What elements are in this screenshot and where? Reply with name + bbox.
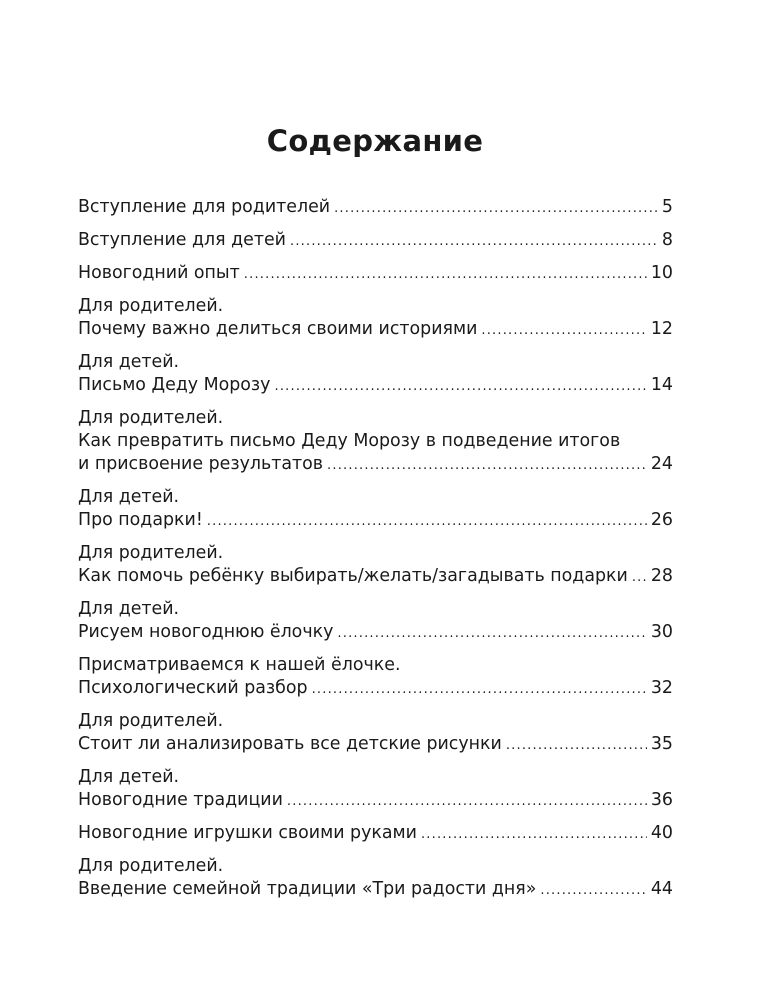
toc-entry: Вступление для родителей 5 — [78, 196, 673, 219]
leader-dots — [334, 197, 658, 220]
toc-entry-title: Для родителей. — [78, 296, 224, 316]
toc-entry-title: Для родителей. — [78, 408, 224, 428]
toc-entry: Для детей. Письмо Деду Морозу 14 — [78, 351, 673, 397]
toc-entry-title: Новогодний опыт — [78, 263, 240, 283]
toc-entry-title: Почему важно делиться своими историями — [78, 319, 478, 339]
toc-line: Вступление для детей 8 — [78, 229, 673, 252]
toc-entry-title: Психологический разбор — [78, 678, 308, 698]
toc-entry-title: Новогодние игрушки своими руками — [78, 823, 417, 843]
leader-dots — [540, 879, 647, 902]
toc-entry: Для детей. Про подарки! 26 — [78, 486, 673, 532]
page-number: 5 — [661, 197, 673, 217]
toc-line: Письмо Деду Морозу 14 — [78, 374, 673, 397]
toc-entry-title: Новогодние традиции — [78, 790, 283, 810]
toc-entry-title: Введение семейной традиции «Три радости … — [78, 879, 537, 899]
toc-line: Рисуем новогоднюю ёлочку 30 — [78, 621, 673, 644]
toc-line: Для детей. — [78, 486, 673, 509]
toc-entry: Новогодние игрушки своими руками 40 — [78, 822, 673, 845]
leader-dots — [287, 790, 647, 813]
toc-entry-title: Вступление для детей — [78, 230, 286, 250]
toc-line: Вступление для родителей 5 — [78, 196, 673, 219]
leader-dots — [337, 622, 646, 645]
toc-line: Для родителей. — [78, 710, 673, 733]
toc-entry: Вступление для детей 8 — [78, 229, 673, 252]
toc-line: Присматриваемся к нашей ёлочке. — [78, 654, 673, 677]
toc-entry: Для родителей. Введение семейной традиции… — [78, 855, 673, 901]
toc-line: Для детей. — [78, 351, 673, 374]
leader-dots — [327, 454, 647, 477]
toc-entry: Для родителей. Как превратить письмо Деду… — [78, 407, 673, 476]
leader-dots — [290, 230, 658, 253]
page-number: 44 — [650, 879, 673, 899]
toc-entry-title: Про подарки! — [78, 510, 203, 530]
toc-line: Для родителей. — [78, 407, 673, 430]
toc-entry-title: и присвоение результатов — [78, 454, 324, 474]
toc-line: Для родителей. — [78, 542, 673, 565]
page-number: 35 — [650, 734, 673, 754]
toc-entry-title: Стоит ли анализировать все детские рисун… — [78, 734, 502, 754]
toc-entry-title: Для родителей. — [78, 543, 224, 563]
toc-line: Введение семейной традиции «Три радости … — [78, 878, 673, 901]
toc-entry-title: Как помочь ребёнку выбирать/желать/загад… — [78, 566, 628, 586]
toc-entry: Новогодний опыт 10 — [78, 262, 673, 285]
page-number: 26 — [650, 510, 673, 530]
toc-entry-title: Для детей. — [78, 599, 180, 619]
page-number: 28 — [650, 566, 673, 586]
leader-dots — [632, 566, 647, 589]
page-number: 12 — [650, 319, 673, 339]
leader-dots — [481, 319, 646, 342]
toc-entry-title: Для детей. — [78, 487, 180, 507]
toc-entry-title: Для детей. — [78, 352, 180, 372]
toc-line: Новогодние традиции 36 — [78, 789, 673, 812]
toc-entry: Для родителей. Почему важно делиться свои… — [78, 295, 673, 341]
toc-entry: Для родителей. Как помочь ребёнку выбират… — [78, 542, 673, 588]
toc-line: Психологический разбор 32 — [78, 677, 673, 700]
toc-line: Новогодний опыт 10 — [78, 262, 673, 285]
page-number: 14 — [650, 375, 673, 395]
toc-entry-title: Как превратить письмо Деду Морозу в подв… — [78, 431, 621, 451]
toc-entry-title: Для детей. — [78, 767, 180, 787]
toc-entry: Присматриваемся к нашей ёлочке. Психологи… — [78, 654, 673, 700]
toc-line: и присвоение результатов 24 — [78, 453, 673, 476]
page-number: 24 — [650, 454, 673, 474]
page-number: 40 — [650, 823, 673, 843]
toc-line: Про подарки! 26 — [78, 509, 673, 532]
toc-line: Для детей. — [78, 598, 673, 621]
toc-entry-title: Рисуем новогоднюю ёлочку — [78, 622, 334, 642]
leader-dots — [421, 823, 647, 846]
toc-line: Почему важно делиться своими историями 12 — [78, 318, 673, 341]
toc-line: Как помочь ребёнку выбирать/желать/загад… — [78, 565, 673, 588]
leader-dots — [207, 510, 647, 533]
page-number: 36 — [650, 790, 673, 810]
table-of-contents: Вступление для родителей5Вступление для … — [78, 196, 673, 911]
leader-dots — [506, 734, 647, 757]
leader-dots — [274, 375, 646, 398]
toc-entry-title: Для родителей. — [78, 711, 224, 731]
toc-entry-title: Письмо Деду Морозу — [78, 375, 271, 395]
toc-entry-title: Присматриваемся к нашей ёлочке. — [78, 655, 401, 675]
leader-dots — [244, 263, 647, 286]
page-number: 32 — [650, 678, 673, 698]
toc-line: Для детей. — [78, 766, 673, 789]
toc-line: Для родителей. — [78, 295, 673, 318]
page-number: 8 — [661, 230, 673, 250]
toc-entry: Для родителей. Стоит ли анализировать все… — [78, 710, 673, 756]
toc-entry: Для детей. Новогодние традиции 36 — [78, 766, 673, 812]
page-number: 30 — [650, 622, 673, 642]
toc-entry-title: Для родителей. — [78, 856, 224, 876]
toc-line: Как превратить письмо Деду Морозу в подв… — [78, 430, 673, 453]
page-number: 10 — [650, 263, 673, 283]
toc-entry: Для детей. Рисуем новогоднюю ёлочку 30 — [78, 598, 673, 644]
page-title: Содержание — [266, 124, 484, 158]
toc-line: Новогодние игрушки своими руками 40 — [78, 822, 673, 845]
leader-dots — [312, 678, 647, 701]
toc-entry-title: Вступление для родителей — [78, 197, 331, 217]
toc-line: Стоит ли анализировать все детские рисун… — [78, 733, 673, 756]
toc-line: Для родителей. — [78, 855, 673, 878]
